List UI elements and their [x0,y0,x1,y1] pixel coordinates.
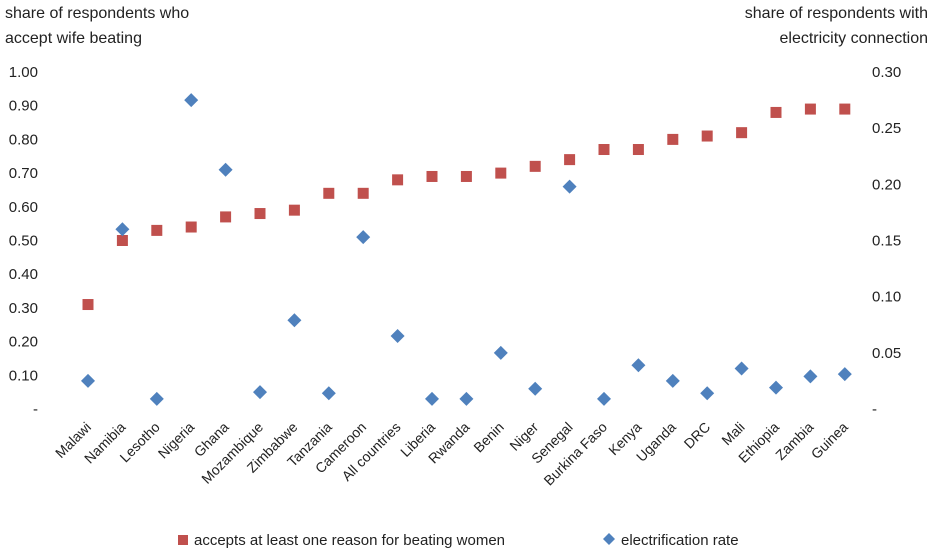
data-point-electrification [837,367,852,382]
axis-titles: share of respondents who accept wife bea… [5,5,928,47]
data-point-wife-beating [736,127,748,139]
legend-label-electrification: electrification rate [621,532,739,549]
data-point-electrification [803,369,818,384]
data-point-wife-beating [839,103,851,115]
data-point-wife-beating [288,204,300,216]
category-label: Zambia [772,419,816,463]
left-tick-label: 1.00 [9,64,38,81]
data-point-electrification [390,328,405,343]
data-point-electrification [700,386,715,401]
left-tick-label: 0.50 [9,233,38,250]
left-tick-label: 0.80 [9,131,38,148]
legend-marker-square [178,535,188,545]
data-point-wife-beating [392,174,404,186]
data-point-wife-beating [529,160,541,172]
data-point-wife-beating [151,224,163,236]
right-tick-label: 0.15 [872,233,901,250]
data-point-wife-beating [770,106,782,118]
right-tick-label: - [872,401,877,418]
left-tick-label: 0.90 [9,98,38,115]
data-point-electrification [528,381,543,396]
data-point-electrification [356,230,371,245]
data-point-electrification [218,162,233,177]
data-point-wife-beating [564,154,576,166]
data-point-wife-beating [460,170,472,182]
left-tick-label: 0.60 [9,199,38,216]
category-label: DRC [681,419,714,452]
series-electrification-rate [81,93,852,406]
category-label: Nigeria [155,419,198,462]
data-point-wife-beating [598,144,610,156]
left-tick-label: 0.30 [9,300,38,317]
right-tick-label: 0.20 [872,176,901,193]
data-point-wife-beating [254,208,266,220]
data-point-wife-beating [323,187,335,199]
right-axis-ticks: - 0.05 0.10 0.15 0.20 0.25 0.30 [872,64,901,418]
data-point-wife-beating [667,133,679,145]
data-point-electrification [149,391,164,406]
left-tick-label: 0.70 [9,165,38,182]
data-point-electrification [734,361,749,376]
category-label: Mali [718,419,747,448]
left-tick-label: 0.20 [9,334,38,351]
data-point-wife-beating [632,144,644,156]
right-tick-label: 0.05 [872,345,901,362]
series-wife-beating-acceptance [82,103,851,311]
data-point-wife-beating [701,130,713,142]
left-axis-ticks: - 0.10 0.20 0.30 0.40 0.50 0.60 0.70 0.80 0.90 1.0… [9,64,38,418]
data-point-electrification [597,391,611,406]
data-point-electrification [562,179,577,194]
data-point-wife-beating [185,221,197,233]
data-point-wife-beating [495,167,507,179]
data-point-wife-beating [82,299,94,311]
right-tick-label: 0.25 [872,120,901,137]
legend-marker-diamond [603,533,615,545]
data-point-electrification [321,386,336,401]
category-label: Guinea [808,419,851,462]
data-point-electrification [287,313,302,328]
data-point-wife-beating [116,235,128,246]
right-tick-label: 0.10 [872,289,901,306]
data-point-electrification [631,358,646,373]
right-axis-title-line1: share of respondents with [745,5,928,22]
data-point-electrification [425,391,439,406]
data-point-wife-beating [357,187,369,199]
data-point-electrification [253,385,267,400]
right-tick-label: 0.30 [872,64,901,81]
left-tick-label: 0.40 [9,266,38,283]
left-axis-title-line2: accept wife beating [5,30,142,47]
left-tick-label: 0.10 [9,367,38,384]
data-point-electrification [459,391,474,406]
category-labels: MalawiNamibiaLesothoNigeriaGhanaMozambiq… [52,419,851,489]
data-point-wife-beating [426,170,438,182]
category-label: Benin [470,419,507,456]
left-axis-title-line1: share of respondents who [5,5,189,22]
legend-label-wife-beating: accepts at least one reason for beating … [194,532,505,549]
data-point-wife-beating [804,103,816,115]
data-point-electrification [81,373,95,388]
right-axis-title-line2: electricity connection [779,30,928,47]
data-point-electrification [115,222,130,237]
legend: accepts at least one reason for beating … [178,532,739,549]
data-point-electrification [769,380,783,395]
data-point-electrification [665,373,680,388]
data-point-electrification [184,93,199,108]
data-point-electrification [493,345,508,360]
data-point-wife-beating [220,211,232,223]
left-tick-label: - [33,401,38,418]
